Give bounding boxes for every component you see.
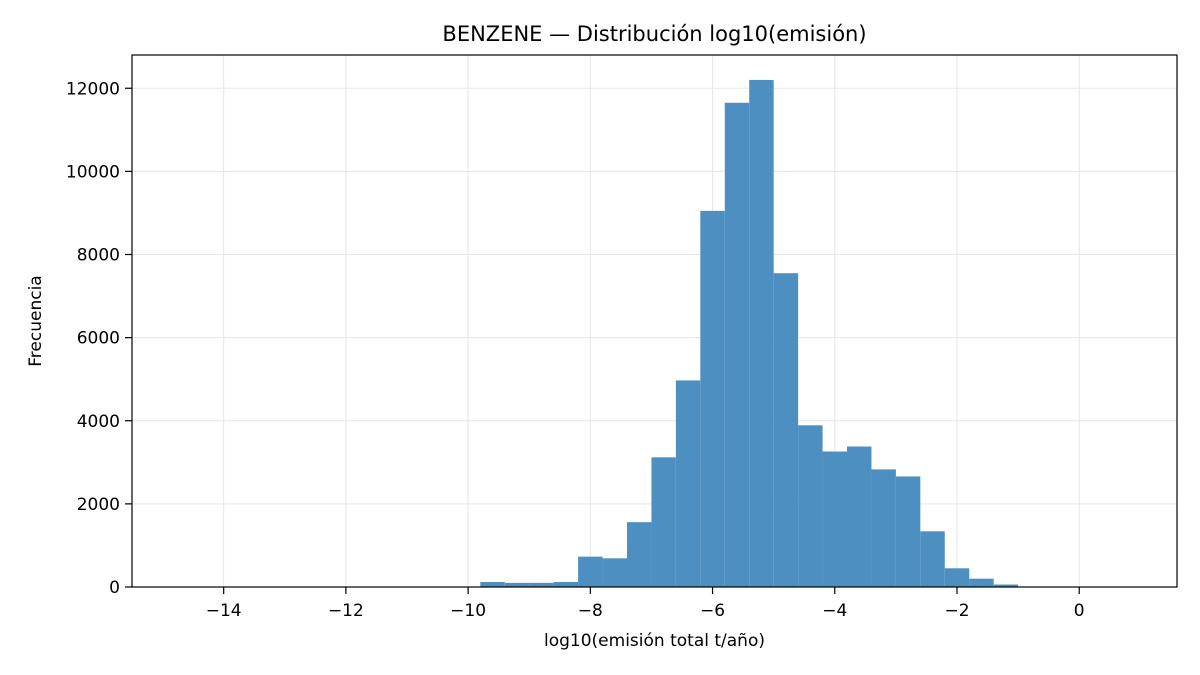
histogram-bar [871,469,896,587]
y-tick-label: 8000 [77,246,120,266]
y-tick-label: 0 [109,578,120,598]
x-tick-label: −14 [206,601,242,621]
histogram-bar [724,102,750,587]
histogram-bar [675,380,701,587]
histogram-bar [773,273,799,587]
histogram-bar [602,558,627,587]
y-tick-label: 2000 [77,495,120,515]
histogram-bar [529,582,554,587]
histogram-bar [798,425,823,587]
histogram-bar [847,446,872,587]
y-axis-title: Frecuencia [26,275,46,366]
histogram-bar [504,582,530,587]
histogram-bar [480,582,505,587]
histogram-bars [480,79,1019,587]
x-tick-label: −10 [450,601,486,621]
x-tick-label: −4 [822,601,847,621]
chart-title: BENZENE — Distribución log10(emisión) [442,22,866,46]
plot-frame [131,54,1178,588]
histogram-bar [944,568,970,587]
y-tick-label: 4000 [77,412,120,432]
y-tick-label: 12000 [66,79,120,99]
histogram-bar [749,79,774,587]
x-tick-label: −8 [578,601,603,621]
histogram-bar [993,584,1019,587]
y-axis-ticks: 0 2000 4000 6000 8000 10000 12000 [66,79,132,598]
histogram-bar [553,582,579,587]
histogram-bar [895,476,921,587]
histogram-bar [700,210,725,587]
x-tick-label: −2 [944,601,969,621]
histogram-bar [651,457,676,587]
y-tick-label: 6000 [77,329,120,349]
x-axis-title: log10(emisión total t/año) [544,631,765,651]
x-tick-label: 0 [1074,601,1085,621]
histogram-bar [578,556,603,587]
x-tick-label: −12 [328,601,364,621]
y-tick-label: 10000 [66,162,120,182]
histogram-bar [822,451,847,587]
x-tick-label: −6 [700,601,725,621]
histogram-bar [627,522,652,587]
histogram-bar [920,531,945,587]
histogram-bar [969,578,994,587]
x-axis-ticks: −14 −12 −10 −8 −6 −4 −2 0 [206,587,1085,621]
